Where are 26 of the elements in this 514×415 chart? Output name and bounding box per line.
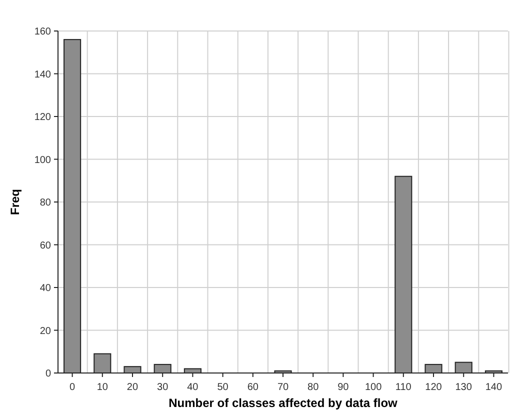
y-tick-label: 0: [45, 368, 52, 380]
y-tick-label: 120: [34, 112, 52, 123]
x-tick-label: 120: [425, 382, 442, 393]
y-tick-label: 100: [34, 154, 52, 166]
x-tick-label: 50: [217, 382, 229, 393]
x-tick-label: 110: [395, 382, 412, 393]
x-tick-label: 20: [126, 382, 138, 393]
y-tick-label: 80: [40, 198, 52, 208]
x-tick-label: 10: [96, 382, 108, 393]
x-axis-title: Number of classes affected by data flow: [168, 396, 398, 410]
x-tick-label: 140: [485, 382, 502, 393]
x-tick-label: 100: [364, 382, 382, 393]
y-tick-label: 60: [40, 240, 52, 252]
x-tick-label: 80: [308, 382, 320, 393]
x-tick-label: 30: [157, 382, 169, 393]
x-tick-label: 40: [187, 382, 199, 393]
y-tick-label: 20: [40, 326, 52, 337]
y-tick-label: 160: [34, 26, 52, 38]
y-tick-label: 40: [40, 283, 52, 294]
x-tick-label: 0: [70, 382, 76, 393]
x-tick-label: 130: [455, 382, 472, 393]
x-tick-label: 90: [338, 382, 350, 393]
x-tick-label: 60: [247, 382, 259, 393]
y-tick-label: 140: [34, 69, 52, 80]
y-axis-title: Freq: [8, 188, 22, 216]
x-tick-label: 70: [277, 382, 289, 393]
